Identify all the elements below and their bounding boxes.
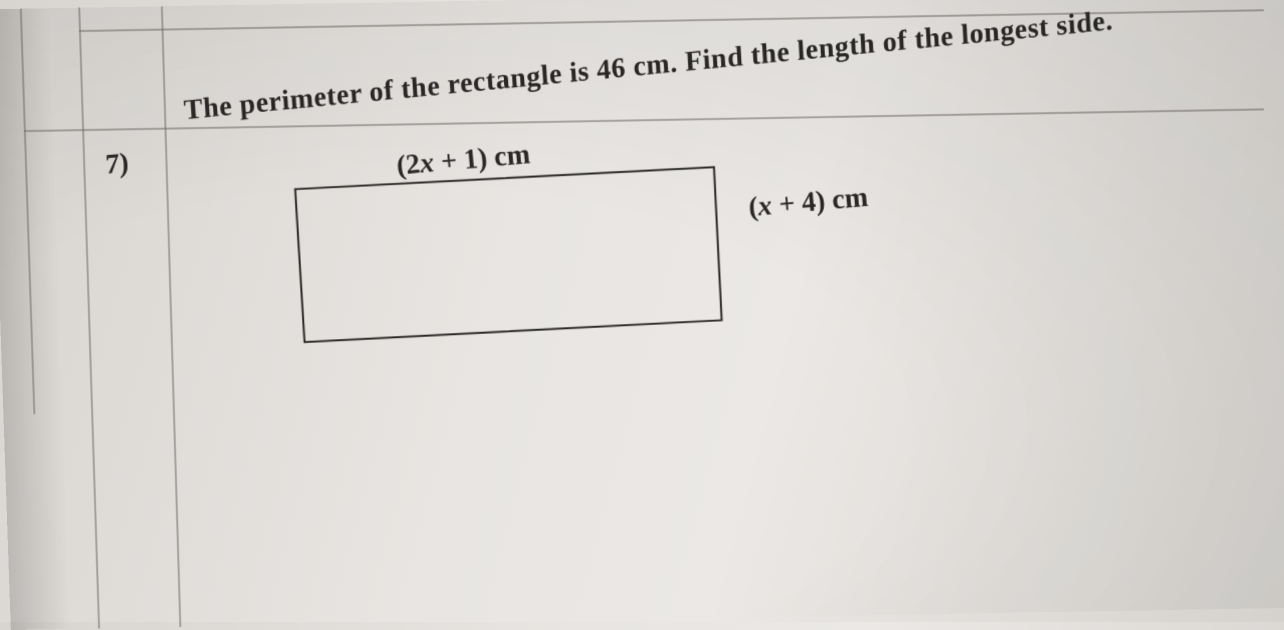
rectangle-shape xyxy=(294,166,723,343)
table-vline-2 xyxy=(78,8,100,629)
table-vline-1 xyxy=(20,9,36,415)
question-number: 7) xyxy=(105,148,129,182)
side-label-suffix: + 4) cm xyxy=(771,182,870,221)
top-label-prefix: (2 xyxy=(395,148,421,181)
table-vline-3 xyxy=(161,6,182,627)
page-shadow-left xyxy=(0,8,70,630)
rectangle-diagram xyxy=(294,166,723,343)
rectangle-side-label: (x + 4) cm xyxy=(747,182,869,224)
top-label-suffix: + 1) cm xyxy=(433,139,532,179)
question-text: The perimeter of the rectangle is 46 cm.… xyxy=(183,5,1114,127)
worksheet-page: 7) The perimeter of the rectangle is 46 … xyxy=(0,0,1284,630)
